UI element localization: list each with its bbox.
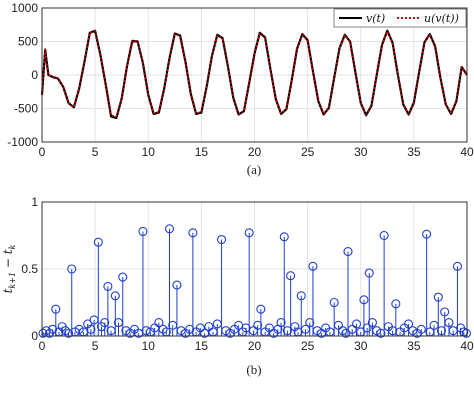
tall-marker	[440, 307, 450, 317]
panel-a-tick-labels: 0 5 10 15 20 25 30 35 40 -1000 -500 0 500 1000	[7, 1, 474, 159]
panel-a-x-tick-label: 10	[142, 145, 156, 159]
panel-a-x-tick-label: 30	[354, 145, 368, 159]
panel-b-x-tick-label: 15	[195, 339, 209, 353]
panel-b-tick-labels: 0 5 10 15 20 25 30 35 40 0 0.5 1	[21, 195, 474, 353]
tall-marker	[286, 271, 296, 281]
panel-a-caption: (a)	[247, 162, 261, 177]
tall-marker	[118, 272, 128, 282]
tall-marker	[51, 304, 61, 314]
panel-b-x-tick-label: 40	[460, 339, 474, 353]
base-marker	[436, 326, 447, 336]
base-marker	[100, 318, 110, 328]
tall-marker	[379, 230, 389, 241]
tall-marker	[452, 261, 462, 271]
series-line-u	[41, 30, 468, 118]
base-marker	[376, 328, 386, 338]
panel-a-y-tick-label: 1000	[11, 1, 38, 15]
tall-marker	[93, 237, 103, 247]
panel-b-stem-plot: 0 5 10 15 20 25 30 35 40 0 0.5 1 tk+1 − tk (b)	[1, 195, 474, 377]
tall-marker	[244, 228, 254, 238]
panel-a-x-tick-label: 40	[460, 145, 474, 159]
panel-a-x-tick-label: 15	[195, 145, 209, 159]
base-marker	[305, 318, 315, 328]
base-marker	[351, 319, 362, 329]
tall-marker	[359, 295, 369, 305]
legend-label-v: v(t)	[366, 12, 385, 25]
tall-marker	[329, 297, 339, 308]
panel-b-x-tick-label: 10	[142, 339, 156, 353]
base-marker	[154, 318, 164, 328]
panel-a-x-tick-label: 5	[92, 145, 99, 159]
base-marker	[276, 318, 286, 328]
base-marker	[60, 326, 70, 336]
panel-b-x-tick-label: 25	[301, 339, 315, 353]
tall-marker	[422, 229, 432, 239]
panel-b-y-tick-label: 0.5	[21, 262, 38, 276]
panel-a-axes-box	[41, 7, 468, 143]
legend-box	[333, 8, 467, 28]
tall-marker	[296, 291, 306, 301]
panel-a-y-tick-label: 0	[31, 68, 38, 82]
base-marker	[158, 324, 168, 334]
base-marker	[404, 319, 414, 329]
base-marker	[338, 326, 348, 336]
base-marker	[416, 324, 426, 334]
panel-b-caption: (b)	[246, 362, 261, 377]
panel-b-x-tick-label: 30	[354, 339, 368, 353]
panel-b-x-tick-label: 0	[39, 339, 46, 353]
panel-a-x-tick-label: 20	[248, 145, 262, 159]
panel-b-axes-box	[41, 201, 468, 337]
panel-a-x-tick-label: 35	[407, 145, 421, 159]
panel-a-x-tick-label: 25	[301, 145, 315, 159]
panel-a-x-tick-label: 0	[39, 145, 46, 159]
base-marker	[367, 318, 377, 328]
base-marker	[141, 326, 151, 336]
tall-marker	[364, 268, 374, 278]
panel-b-x-tick-label: 5	[92, 339, 99, 353]
base-marker	[64, 328, 74, 338]
panel-b-x-tick-label: 20	[248, 339, 262, 353]
tall-marker	[343, 247, 353, 257]
panel-a-legend: v(t) u(v(t))	[333, 8, 467, 28]
base-marker	[38, 328, 48, 338]
base-marker	[282, 326, 292, 336]
panel-a-series-lines	[40, 29, 468, 119]
tall-marker	[391, 299, 401, 309]
base-marker	[362, 323, 372, 333]
panel-a-time-series: 0 5 10 15 20 25 30 35 40 -1000 -500 0 500 1000 v(t) u…	[7, 1, 474, 177]
panel-b-y-tick-label: 1	[31, 195, 38, 209]
base-marker	[461, 328, 472, 338]
base-marker	[86, 324, 96, 334]
base-marker	[83, 319, 93, 329]
base-marker	[341, 328, 351, 338]
tall-marker	[103, 281, 113, 291]
panel-a-y-tick-label: -500	[14, 102, 38, 116]
tall-marker	[256, 304, 266, 314]
panel-a-y-tick-label: 500	[18, 35, 38, 49]
panel-a-y-tick-label: -1000	[7, 135, 38, 149]
base-marker	[253, 320, 263, 330]
tall-marker	[433, 292, 443, 302]
tall-marker	[172, 280, 182, 290]
tall-marker	[279, 232, 289, 242]
tall-marker	[217, 234, 227, 245]
base-marker	[185, 324, 195, 334]
tall-marker	[110, 291, 120, 301]
tall-marker	[308, 261, 318, 271]
base-marker	[48, 324, 58, 334]
tall-marker	[188, 228, 198, 238]
panel-b-x-tick-label: 35	[407, 339, 421, 353]
tall-marker	[138, 226, 148, 237]
legend-label-u: u(v(t))	[424, 12, 459, 25]
panel-b-y-axis-label: tk+1 − tk	[1, 244, 17, 293]
panel-b-y-tick-label: 0	[31, 329, 38, 343]
tall-marker	[164, 224, 175, 234]
tall-marker	[67, 264, 77, 274]
